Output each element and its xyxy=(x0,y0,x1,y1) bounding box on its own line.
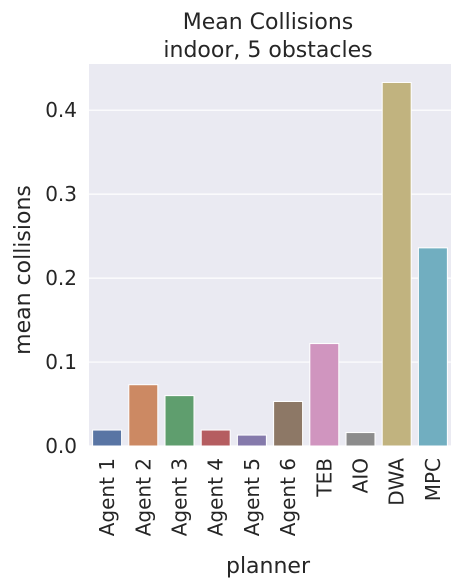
bar xyxy=(92,429,123,447)
x-tick-label: Agent 3 xyxy=(168,458,192,536)
x-tick-label: Agent 1 xyxy=(95,458,119,536)
y-tick-label: 0.4 xyxy=(45,98,77,122)
x-tick-label: Agent 2 xyxy=(131,458,155,536)
bar xyxy=(417,247,448,447)
x-tick-label: Agent 6 xyxy=(276,458,300,536)
x-tick-label: MPC xyxy=(421,458,445,501)
x-tick-label: Agent 4 xyxy=(204,458,228,536)
bar xyxy=(164,395,195,447)
bar xyxy=(200,429,231,447)
chart-title-line-1: Mean Collisions xyxy=(183,10,354,35)
x-tick-label: TEB xyxy=(312,458,336,498)
chart-title-line-2: indoor, 5 obstacles xyxy=(163,38,372,63)
x-tick-label: DWA xyxy=(385,458,409,506)
bar xyxy=(381,81,412,447)
bar xyxy=(345,432,376,447)
y-tick-label: 0.3 xyxy=(45,182,77,206)
x-tick-label: AIO xyxy=(349,458,373,493)
x-axis-ticks: Agent 1 Agent 2 Agent 3 Agent 4 Agent 5 Agent… xyxy=(95,458,445,537)
bar xyxy=(273,401,304,447)
y-tick-label: 0.2 xyxy=(45,266,77,290)
y-axis-label: mean collisions xyxy=(11,185,36,355)
y-tick-label: 0.1 xyxy=(45,350,77,374)
bar xyxy=(236,434,267,447)
bars xyxy=(92,81,448,447)
y-tick-label: 0.0 xyxy=(45,434,77,458)
bar xyxy=(309,343,340,447)
bar xyxy=(128,384,159,447)
x-axis-label: planner xyxy=(226,554,311,579)
y-axis-ticks: 0.0 0.1 0.2 0.3 0.4 xyxy=(45,98,77,458)
x-tick-label: Agent 5 xyxy=(240,458,264,536)
